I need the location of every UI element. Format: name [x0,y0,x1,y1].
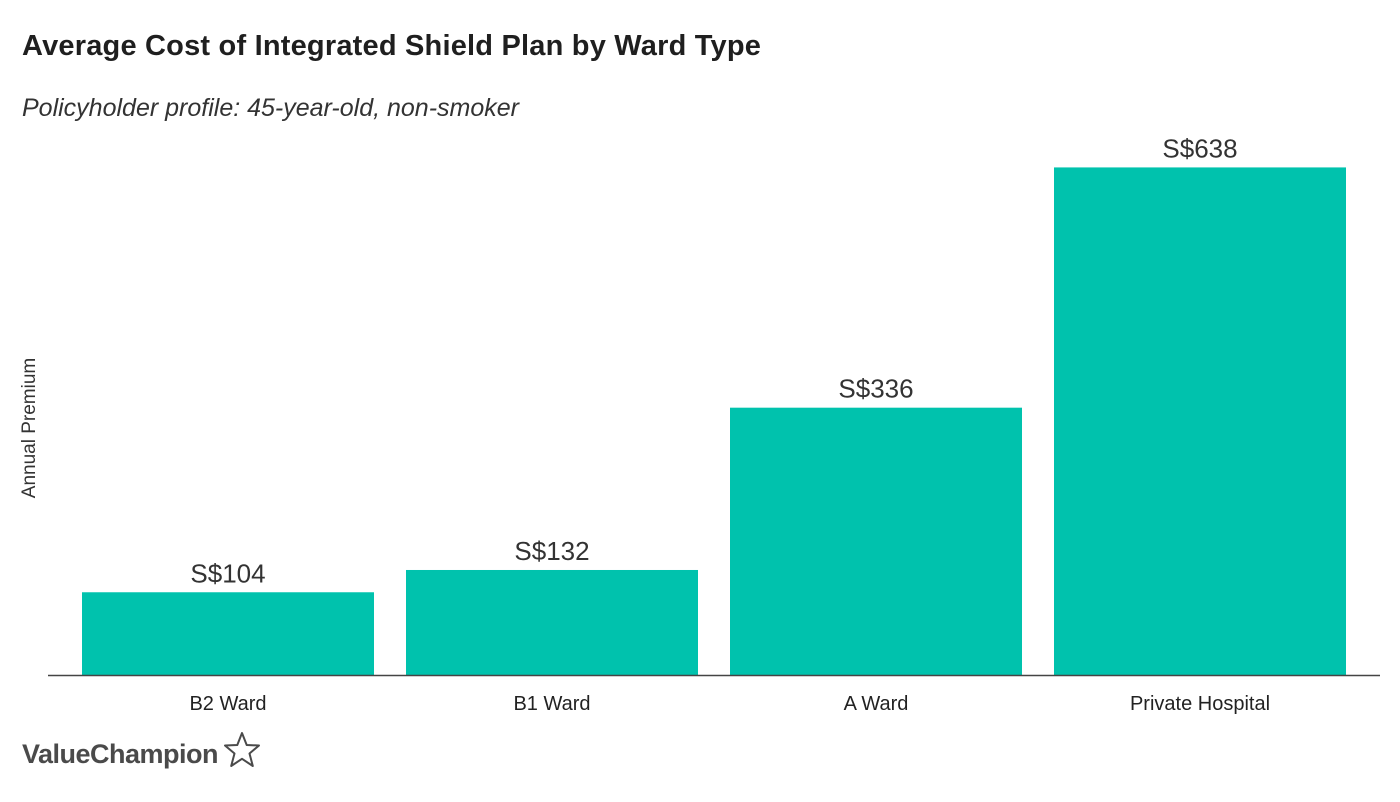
bar-private-hospital [1054,167,1346,675]
x-tick-label: A Ward [844,693,909,715]
brand-name: ValueChampion [22,738,219,769]
bar-a-ward [730,407,1022,675]
x-tick-label: B1 Ward [513,693,590,715]
x-tick-label: B2 Ward [189,693,266,715]
x-tick-label: Private Hospital [1130,693,1270,715]
bar-value-label: S$132 [514,536,589,566]
bar-b2-ward [82,592,374,675]
bar-value-label: S$638 [1162,133,1237,163]
chart-title: Average Cost of Integrated Shield Plan b… [22,30,762,62]
bar-b1-ward [406,569,698,675]
bar-value-label: S$336 [838,374,913,404]
bar-value-label: S$104 [190,558,265,588]
brand-logo: ValueChampion [22,732,262,770]
star-outline-icon [224,732,261,767]
chart-subtitle: Policyholder profile: 45-year-old, non-s… [22,94,519,122]
